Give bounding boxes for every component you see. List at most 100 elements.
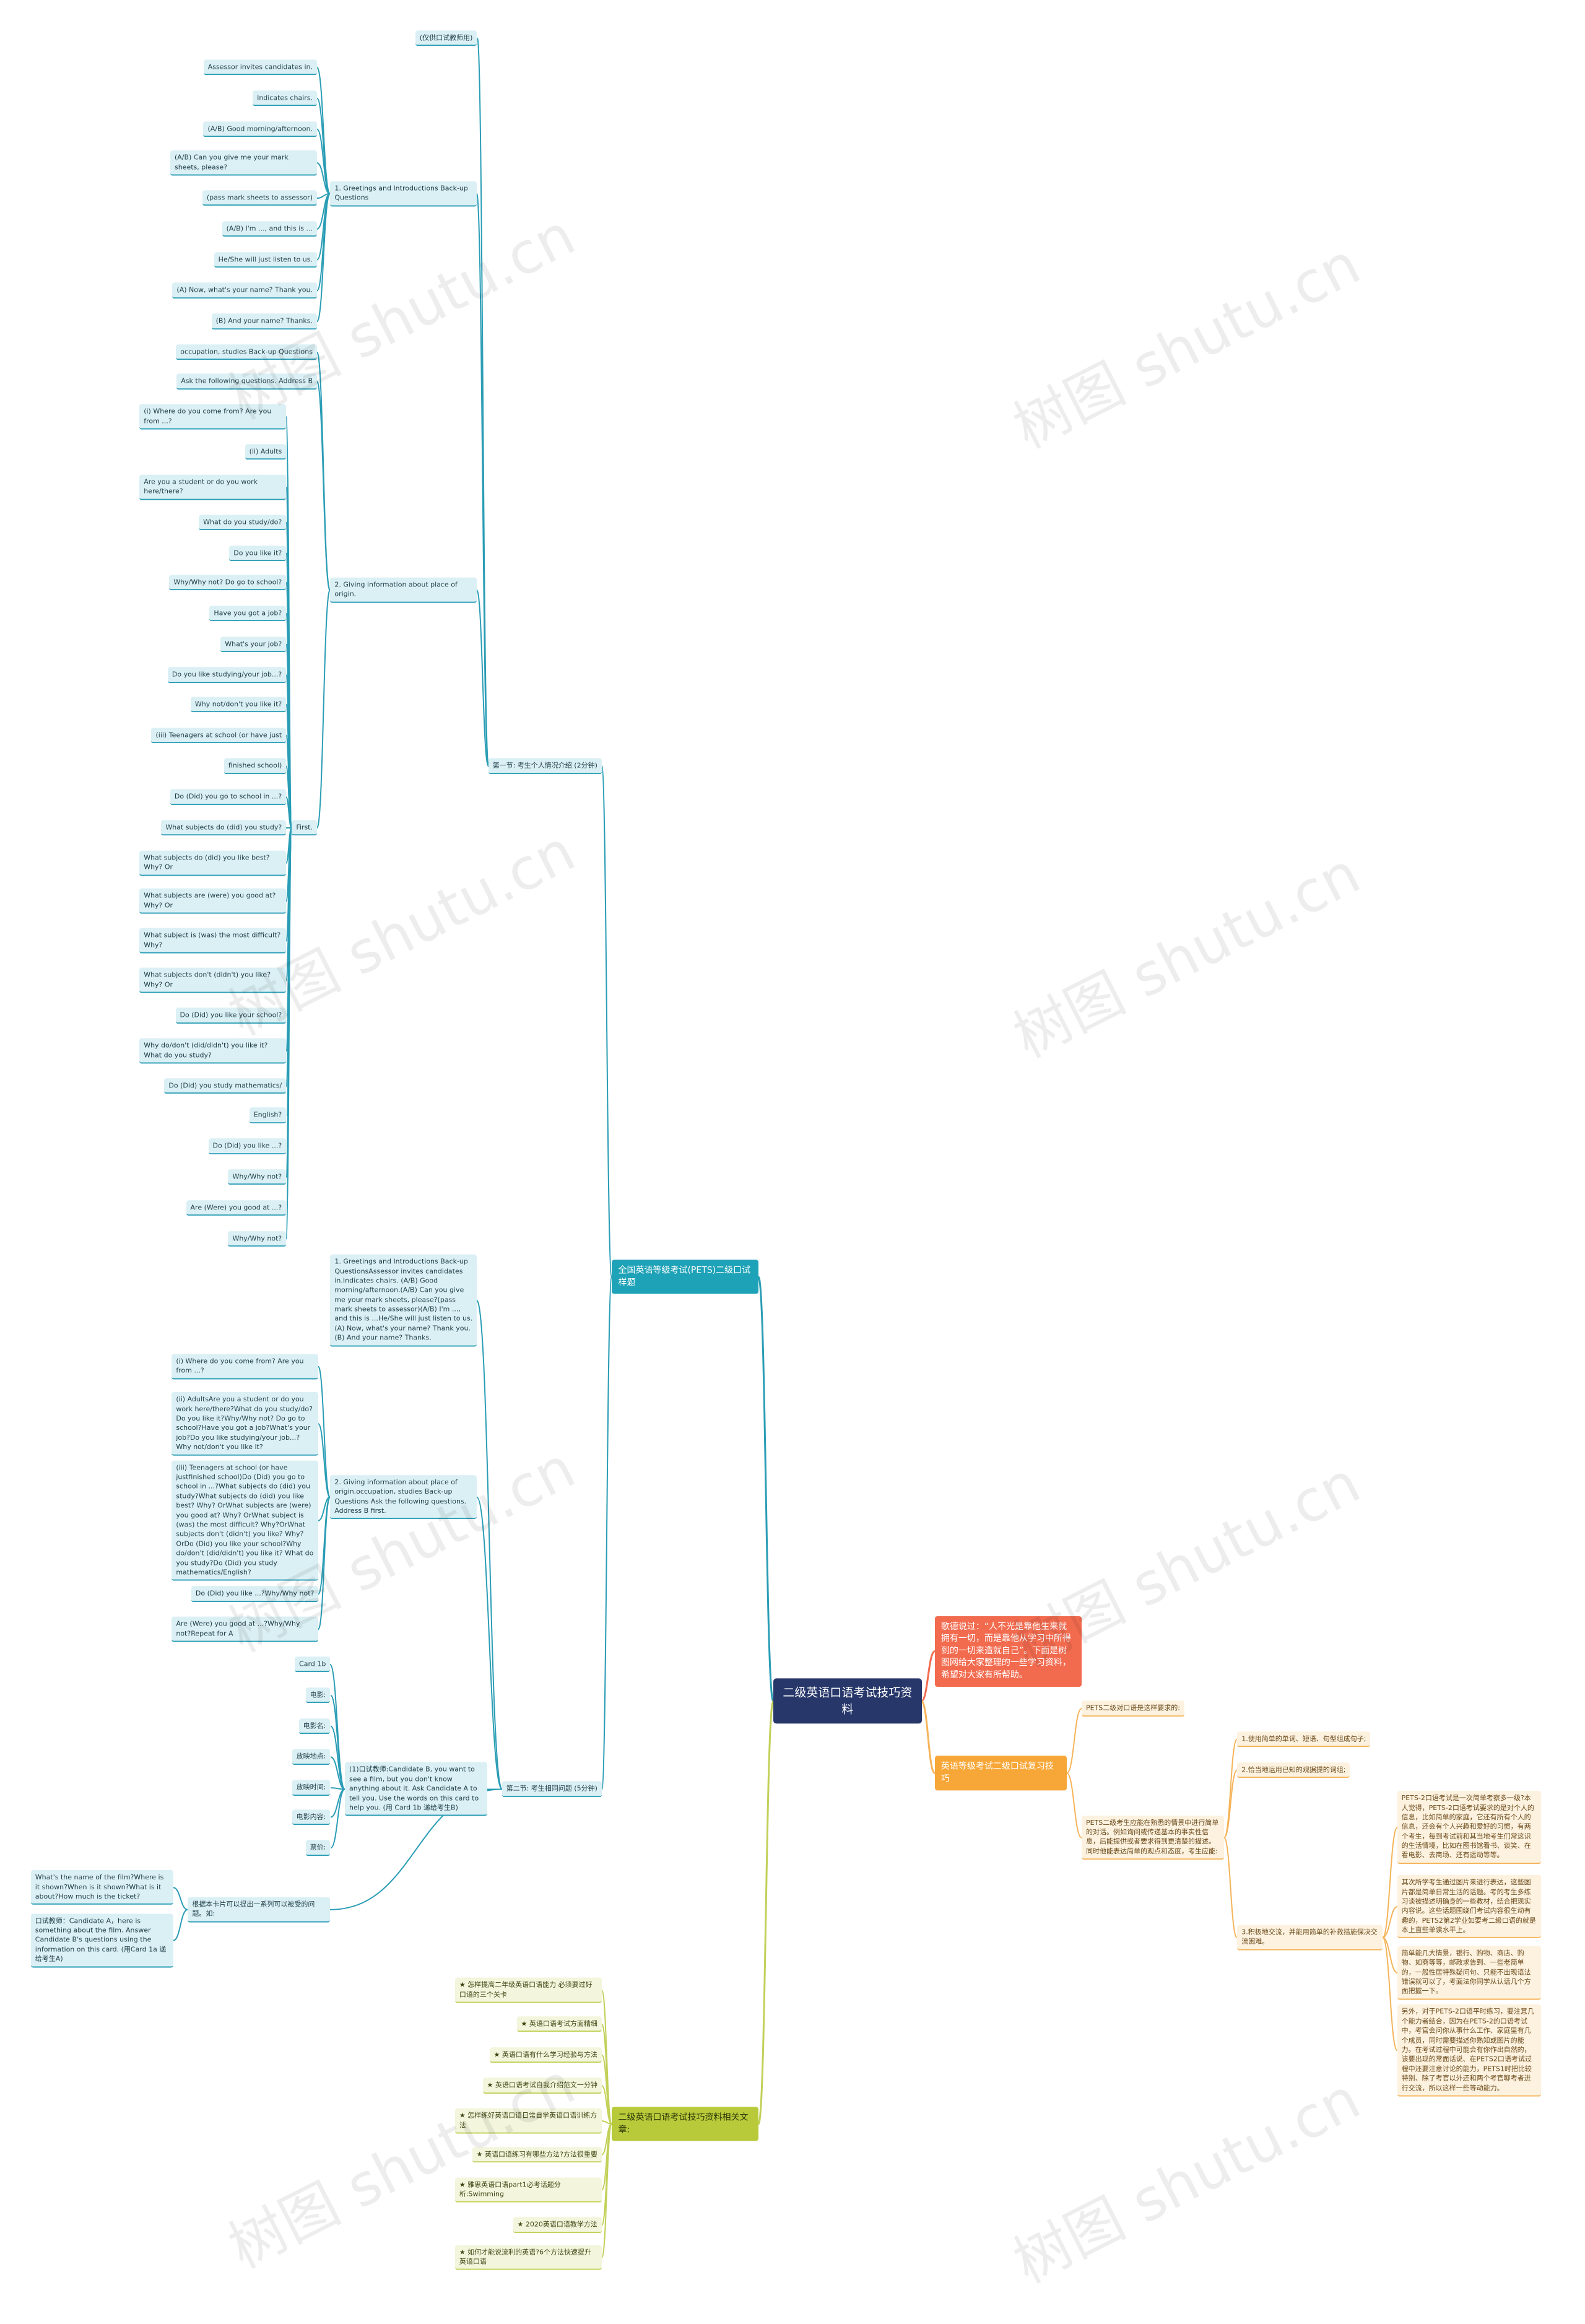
leaf-node: What subjects do (did) you like best? Wh… xyxy=(139,850,287,876)
leaf-node: ★ 英语口语考试自我介绍范文一分钟 xyxy=(482,2078,602,2094)
leaf-node: Do (Did) you like your school? xyxy=(175,1008,287,1024)
leaf-node: (A/B) Can you give me your mark sheets, … xyxy=(170,150,317,176)
leaf-node: 放映地点: xyxy=(292,1749,331,1765)
leaf-node: First. xyxy=(292,820,317,836)
connector xyxy=(318,1496,331,1630)
leaf-node: Assessor invites candidates in. xyxy=(203,59,317,76)
leaf-node: What subjects are (were) you good at? Wh… xyxy=(139,889,287,914)
leaf-node: Do you like it? xyxy=(229,545,287,562)
leaf-node: What's your job? xyxy=(220,636,287,653)
leaf-node: Do you like studying/your job...? xyxy=(167,667,287,684)
leaf-node: What do you study/do? xyxy=(199,515,287,531)
leaf-node: Are (Were) you good at ...?Why/Why not?R… xyxy=(172,1616,319,1642)
leaf-node: 2.恰当地运用已知的观据提的词组; xyxy=(1237,1762,1350,1778)
connector xyxy=(601,1276,612,1790)
leaf-node: (1)口试教师:Candidate B, you want to see a f… xyxy=(345,1762,487,1816)
leaf-node: 第一节: 考生个人情况介绍 (2分钟) xyxy=(488,758,602,775)
leaf-node: 另外，对于PETS-2口语平时练习，要注意几个能力者结合，因为在PETS-2的口… xyxy=(1397,2004,1541,2097)
connector xyxy=(757,1276,775,1702)
leaf-node: Do (Did) you like ...? xyxy=(208,1138,287,1154)
leaf-node: English? xyxy=(249,1107,287,1124)
leaf-node: 简单能几大情景，银行、购物、商店、购物、如商等等，邮政求告到、一些老简单的，一般… xyxy=(1397,1946,1541,2000)
connector xyxy=(316,589,331,829)
leaf-node: 1.使用简单的单词、短语、句型组成句子; xyxy=(1237,1731,1371,1747)
connector xyxy=(1382,1936,1398,2052)
connector xyxy=(920,1700,936,1774)
leaf-node: 3.积极地交流，并能用简单的补救措施保决交流困难。 xyxy=(1237,1925,1383,1951)
leaf-node: 电影内容: xyxy=(292,1809,331,1826)
connector xyxy=(318,1496,331,1595)
leaf-node: (pass mark sheets to assessor) xyxy=(202,190,317,206)
leaf-node: (A/B) I'm ..., and this is ... xyxy=(222,221,317,237)
connector xyxy=(476,1300,503,1790)
leaf-node: 电影名: xyxy=(298,1718,331,1734)
connector xyxy=(173,1908,188,1941)
connector xyxy=(1223,1769,1238,1839)
leaf-node: ★ 英语口语考试方面精细 xyxy=(516,2016,602,2032)
connector xyxy=(318,1423,331,1498)
leaf-node: 1. Greetings and Introductions Back-up Q… xyxy=(330,181,477,207)
leaf-node: Do (Did) you like ...?Why/Why not? xyxy=(191,1586,319,1602)
leaf-node: 电影: xyxy=(305,1687,331,1704)
connector xyxy=(318,1365,331,1498)
connector xyxy=(601,2085,612,2125)
root-node: 二级英语口语考试技巧资料 xyxy=(773,1678,922,1724)
connector xyxy=(173,1887,188,1910)
connector xyxy=(330,1725,345,1790)
leaf-node: Why/Why not? xyxy=(228,1169,287,1185)
leaf-node: Why/Why not? Do go to school? xyxy=(169,575,287,591)
connector xyxy=(757,1700,775,2125)
leaf-node: What subjects do (did) you study? xyxy=(161,820,287,836)
connector xyxy=(330,1788,345,1849)
connector xyxy=(476,193,489,767)
connector xyxy=(921,1650,936,1702)
connector xyxy=(1382,1936,1398,1974)
leaf-node: (i) Where do you come from? Are you from… xyxy=(172,1354,319,1380)
leaf-node: (仅供口试教师用) xyxy=(415,30,477,46)
leaf-node: ★ 怎样练好英语口语日常自学英语口语训练方法 xyxy=(454,2108,602,2134)
leaf-node: 放映时间: xyxy=(292,1780,331,1796)
leaf-node: Why do/don't (did/didn't) you like it? W… xyxy=(139,1038,287,1064)
leaf-node: (ii) AdultsAre you a student or do you w… xyxy=(172,1392,319,1456)
connector xyxy=(476,1496,503,1790)
leaf-node: Why/Why not? xyxy=(228,1230,287,1247)
branch-node: 二级英语口语考试技巧资料相关文章: xyxy=(612,2107,759,2141)
connector xyxy=(316,162,331,194)
leaf-node: Are you a student or do you work here/th… xyxy=(139,474,287,500)
leaf-node: ★ 英语口语练习有哪些方法?方法很重要 xyxy=(472,2147,602,2163)
leaf-node: 2. Giving information about place of ori… xyxy=(330,1474,477,1520)
leaf-node: finished school) xyxy=(224,758,287,775)
leaf-node: Are (Were) you good at ...? xyxy=(186,1200,287,1216)
leaf-node: (i) Where do you come from? Are you from… xyxy=(139,404,287,430)
connector xyxy=(1066,1772,1082,1839)
leaf-node: Do (Did) you go to school in ...? xyxy=(170,789,287,805)
leaf-node: (iii) Teenagers at school (or have just xyxy=(151,727,287,744)
connector xyxy=(601,765,612,1278)
connector xyxy=(1223,1837,1238,1938)
connector xyxy=(476,589,489,767)
leaf-node: ★ 如何才能说流利的英语?6个方法快速提升英语口语 xyxy=(454,2245,602,2271)
connector xyxy=(330,1756,345,1790)
leaf-node: (A) Now, what's your name? Thank you. xyxy=(172,282,317,299)
leaf-node: What subjects don't (didn't) you like? W… xyxy=(139,968,287,993)
leaf-node: 票价: xyxy=(305,1840,331,1856)
connector xyxy=(1382,1906,1398,1938)
leaf-node: ★ 2020英语口语教学方法 xyxy=(513,2217,602,2234)
leaf-node: 1. Greetings and Introductions Back-up Q… xyxy=(330,1254,477,1347)
leaf-node: 其次所学考生通过图片来进行表达，这些图片都是简单日常生活的话题。考的考生多练习谈… xyxy=(1397,1874,1541,1939)
connector xyxy=(601,2123,612,2258)
leaf-node: What subject is (was) the most difficult… xyxy=(139,928,287,954)
leaf-node: (A/B) Good morning/afternoon. xyxy=(203,121,317,137)
connector xyxy=(316,193,331,323)
leaf-node: Indicates chairs. xyxy=(253,90,317,107)
leaf-node: Card 1b xyxy=(295,1656,331,1673)
branch-node: 英语等级考试二级口试复习技巧 xyxy=(934,1756,1067,1790)
leaf-node: Why not/don't you like it? xyxy=(190,697,287,713)
leaf-node: He/She will just listen to us. xyxy=(214,251,317,268)
leaf-node: Ask the following questions. Address B xyxy=(176,373,317,390)
connector xyxy=(316,381,331,591)
leaf-node: PETS二级对口语是这样要求的: xyxy=(1081,1700,1184,1717)
leaf-node: ★ 怎样提高二年级英语口语能力 必须要过好口语的三个关卡 xyxy=(454,1977,602,2003)
leaf-node: (iii) Teenagers at school (or have justf… xyxy=(172,1460,319,1582)
